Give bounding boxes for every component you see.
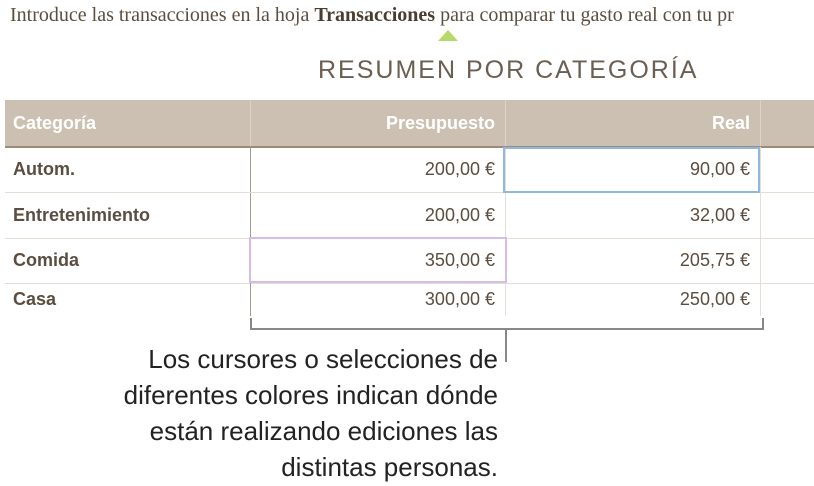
callout-line-1: Los cursores o selecciones de <box>148 344 498 374</box>
cell-category[interactable]: Casa <box>13 289 57 309</box>
header-real[interactable]: Real <box>505 100 760 146</box>
callout-line-2: diferentes colores indican dónde <box>123 380 498 410</box>
cell-empty[interactable] <box>760 147 814 192</box>
callout-line-4: distintas personas. <box>281 452 498 482</box>
callout-line <box>505 329 507 362</box>
cell-budget[interactable]: 200,00 € <box>250 193 505 238</box>
cell-actual[interactable]: 32,00 € <box>505 193 760 238</box>
collaborator-selection-purple <box>249 237 507 283</box>
cell-actual[interactable]: 90,00 € <box>505 147 760 192</box>
intro-after: para comparar tu gasto real con tu pr <box>435 4 734 26</box>
cell-actual[interactable]: 205,75 € <box>505 238 760 283</box>
header-empty[interactable] <box>760 100 814 146</box>
cell-empty[interactable] <box>760 238 814 283</box>
collaborator-caret-icon <box>438 30 458 41</box>
intro-text: Introduce las transacciones en la hoja T… <box>10 4 734 27</box>
cell-category[interactable]: Comida <box>13 250 80 270</box>
cell-actual[interactable]: 250,00 € <box>505 283 760 316</box>
table-row: Casa 300,00 € 250,00 € <box>5 283 814 316</box>
cell-category[interactable]: Entretenimiento <box>13 205 151 225</box>
cell-budget[interactable]: 200,00 € <box>250 147 505 192</box>
intro-before: Introduce las transacciones en la hoja <box>10 4 315 26</box>
cell-empty[interactable] <box>760 283 814 316</box>
callout-bracket <box>250 318 764 330</box>
header-row: Categoría Presupuesto Real <box>5 100 814 148</box>
header-presupuesto[interactable]: Presupuesto <box>250 100 505 146</box>
header-categoria[interactable]: Categoría <box>13 112 97 133</box>
cell-budget[interactable]: 300,00 € <box>250 283 505 316</box>
intro-sheet-link: Transacciones <box>314 4 436 26</box>
table-row: Autom. 200,00 € 90,00 € <box>5 147 814 193</box>
cell-empty[interactable] <box>760 193 814 238</box>
table-title: RESUMEN POR CATEGORÍA <box>318 56 699 84</box>
callout-line-3: están realizando ediciones las <box>149 416 498 446</box>
callout-text: Los cursores o selecciones de diferentes… <box>124 341 498 485</box>
collaborator-selection-blue <box>503 147 760 193</box>
table-row: Entretenimiento 200,00 € 32,00 € <box>5 193 814 239</box>
cell-category[interactable]: Autom. <box>13 159 75 179</box>
